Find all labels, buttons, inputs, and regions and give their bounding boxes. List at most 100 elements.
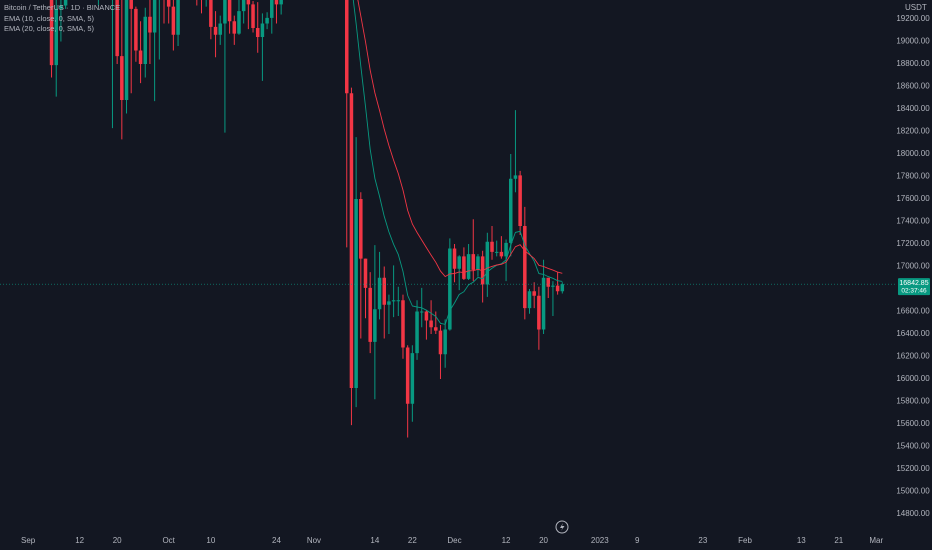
candle-body <box>434 327 438 331</box>
y-tick-label: 18200.00 <box>896 127 930 136</box>
x-tick-label: 2023 <box>591 536 609 545</box>
candle-body <box>396 300 401 302</box>
y-tick-label: 17200.00 <box>896 239 930 248</box>
x-tick-label: 13 <box>797 536 806 545</box>
y-tick-label: 14800.00 <box>896 509 930 518</box>
y-tick-label: 18000.00 <box>896 149 930 158</box>
y-tick-label: 15000.00 <box>896 487 930 496</box>
x-tick-label: Feb <box>738 536 752 545</box>
candle-body <box>377 277 382 310</box>
candle-body <box>415 311 419 354</box>
chart-title: Bitcoin / TetherUS · 1D · BINANCE <box>4 3 120 12</box>
candle-body <box>124 0 129 101</box>
candle-body <box>387 301 391 305</box>
candle-body <box>466 254 471 279</box>
candle-body <box>129 0 133 9</box>
last-price-box <box>898 278 930 296</box>
candle-body <box>227 0 232 22</box>
candle-body <box>363 258 368 288</box>
candle-body <box>504 242 508 257</box>
x-tick-label: Mar <box>869 536 883 545</box>
x-tick-label: 20 <box>113 536 122 545</box>
candle-body <box>274 0 279 5</box>
candle-body <box>232 21 237 34</box>
candle-body <box>349 93 354 389</box>
candle-body <box>166 0 171 7</box>
candle-body <box>419 311 424 313</box>
y-tick-label: 17400.00 <box>896 217 930 226</box>
candle-body <box>209 0 213 27</box>
candle-body <box>223 0 227 24</box>
legend-entry: EMA (10, close, 0, SMA, 5) <box>4 14 95 23</box>
x-tick-label: 10 <box>206 536 215 545</box>
candle-body <box>373 309 377 342</box>
axes: 14800.00 15000.00 15200.00 15400.00 15600.00… <box>21 14 930 545</box>
candle-body <box>213 26 218 35</box>
legend-entry: EMA (20, close, 0, SMA, 5) <box>4 24 95 33</box>
candle-body <box>382 277 386 305</box>
currency-label: USDT <box>905 3 927 12</box>
x-tick-label: 14 <box>370 536 379 545</box>
candle-body <box>555 285 560 292</box>
y-tick-label: 15800.00 <box>896 397 930 406</box>
y-tick-label: 16600.00 <box>896 307 930 316</box>
candle-body <box>424 311 429 321</box>
candle-body <box>401 300 405 348</box>
candle-body <box>494 251 499 253</box>
last-price-label: 16842.85 <box>899 280 928 287</box>
candle-body <box>251 4 255 29</box>
candle-body <box>405 347 410 404</box>
candle-body <box>513 175 518 179</box>
y-tick-label: 15400.00 <box>896 442 930 451</box>
candle-body <box>518 175 522 227</box>
replay-icon[interactable] <box>555 520 569 534</box>
candle-body <box>54 8 58 66</box>
candle-body <box>260 23 265 38</box>
candle-body <box>490 241 494 252</box>
candle-body <box>270 0 274 18</box>
y-tick-label: 16400.00 <box>896 329 930 338</box>
y-tick-label: 18600.00 <box>896 82 930 91</box>
x-tick-label: Dec <box>447 536 461 545</box>
candle-body <box>485 241 490 285</box>
y-tick-label: 17600.00 <box>896 194 930 203</box>
candle-body <box>546 277 551 287</box>
candle-body <box>509 178 513 243</box>
y-tick-label: 17000.00 <box>896 262 930 271</box>
candle-body <box>448 248 452 330</box>
x-tick-label: Oct <box>162 536 175 545</box>
y-tick-label: 16200.00 <box>896 352 930 361</box>
candle-body <box>541 277 546 330</box>
candle-body <box>560 284 565 292</box>
candle-body <box>265 17 269 24</box>
candle-body <box>499 251 504 257</box>
candle-body <box>171 6 176 35</box>
candle-body <box>115 0 119 57</box>
candle-body <box>344 0 349 94</box>
x-tick-label: Nov <box>307 536 321 545</box>
candle-body <box>143 16 148 65</box>
y-tick-label: 17800.00 <box>896 172 930 181</box>
candle-body <box>241 0 246 12</box>
candle-body <box>457 256 461 269</box>
plot-area <box>0 0 895 438</box>
candle-body <box>152 0 157 33</box>
x-tick-label: 21 <box>834 536 843 545</box>
x-tick-label: 9 <box>635 536 640 545</box>
candle-body <box>148 16 152 33</box>
y-tick-label: 16000.00 <box>896 374 930 383</box>
candle-body <box>246 0 251 5</box>
x-tick-label: 22 <box>408 536 417 545</box>
y-tick-label: 18400.00 <box>896 104 930 113</box>
candle-body <box>551 285 555 287</box>
candle-body <box>523 226 527 309</box>
candle-body <box>476 256 480 270</box>
candle-body <box>138 50 143 65</box>
candle-body <box>255 28 260 38</box>
y-tick-label: 15200.00 <box>896 464 930 473</box>
candle-body <box>59 5 63 9</box>
candle-body <box>49 0 54 66</box>
